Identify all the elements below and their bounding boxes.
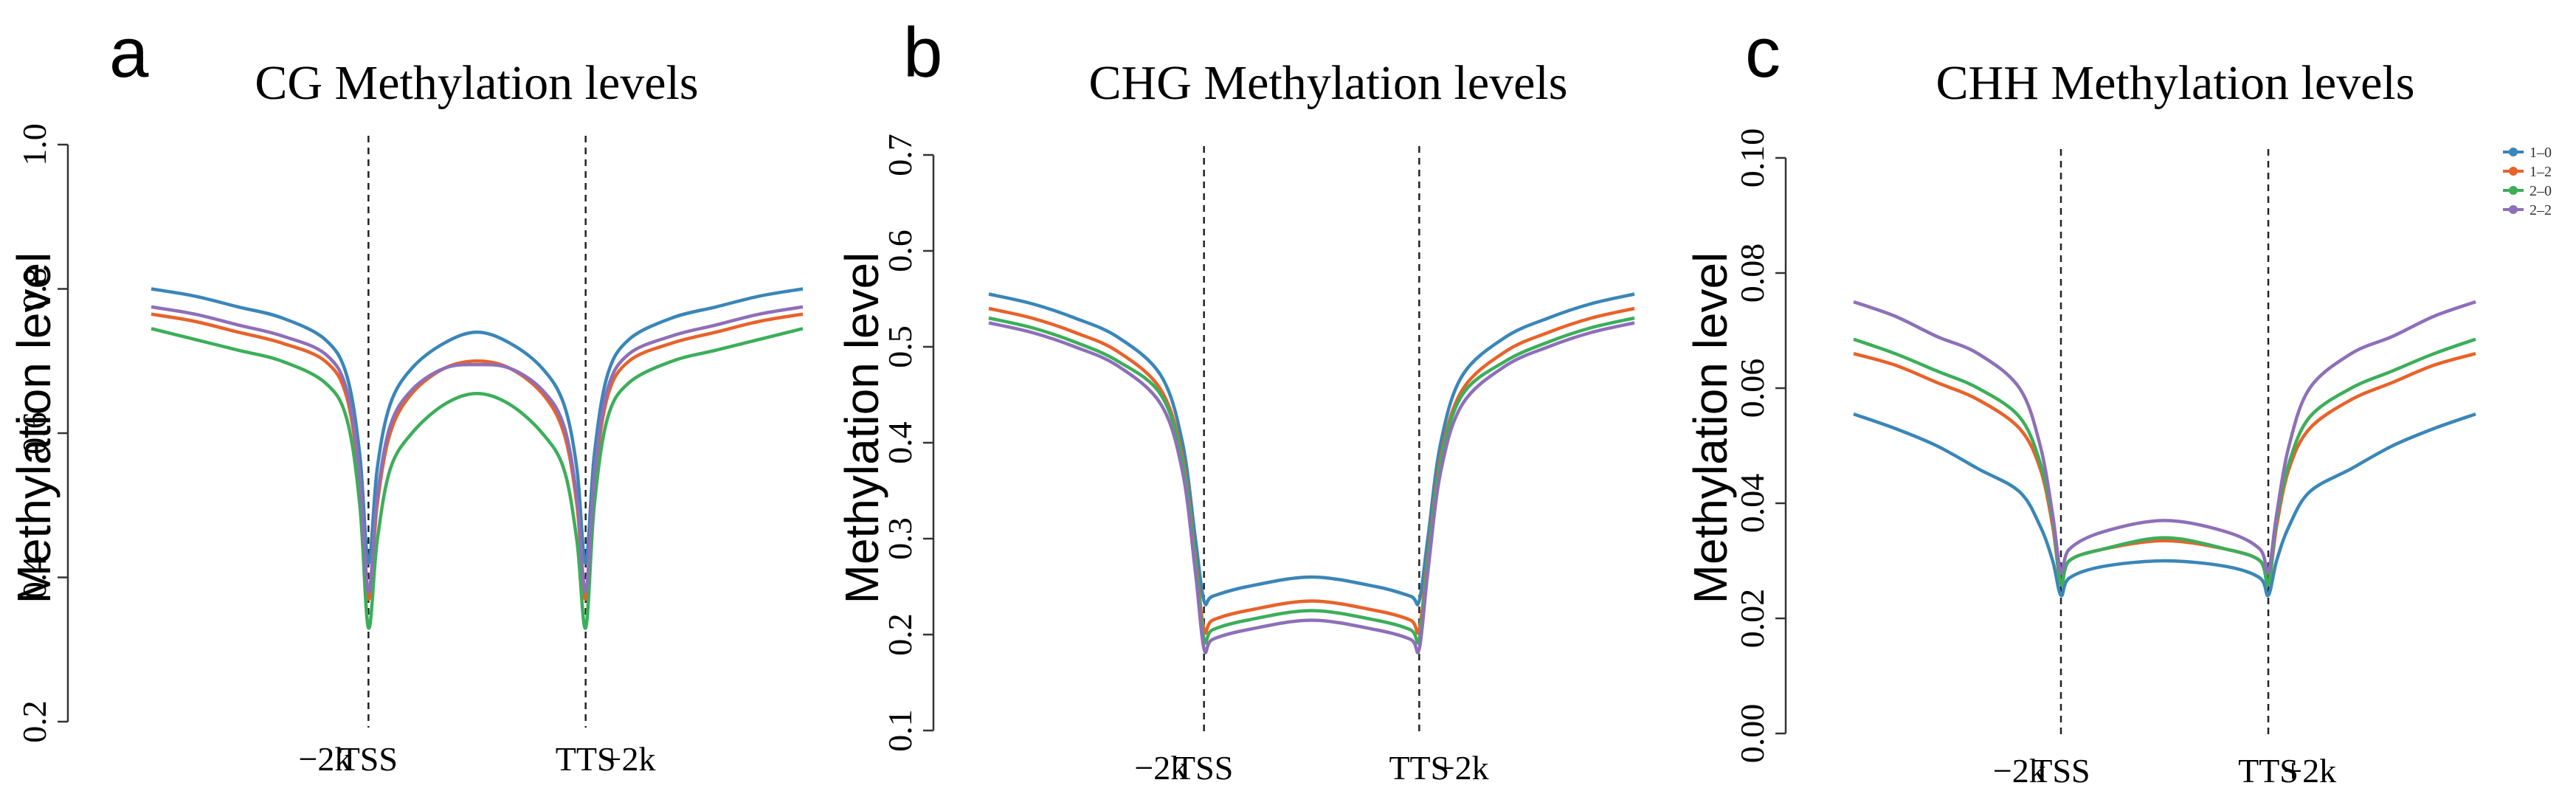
x-tick-label: TTS [1389, 749, 1449, 787]
y-axis-label-c: Methylation level [1684, 252, 1737, 604]
series-line-1-0 [1853, 412, 2476, 598]
series-group-a [151, 287, 804, 630]
chart-title-a: CG Methylation levels [255, 56, 698, 110]
legend-marker [2509, 205, 2518, 214]
y-ticks-b: 0.1 0.2 0.3 0.4 0.5 0.6 0.7 [881, 134, 933, 752]
x-tick-label: −2k [1993, 752, 2046, 790]
series-line-2-0 [988, 316, 1635, 645]
y-tick-label: 0.00 [1733, 704, 1771, 764]
panel-a: a CG Methylation levels Methylation leve… [7, 13, 804, 778]
legend-entry-label: 1–2 [2530, 164, 2552, 180]
y-tick-label: 0.08 [1733, 244, 1771, 303]
y-axis-label-b: Methylation level [835, 252, 888, 604]
y-tick-label: 0.2 [15, 700, 53, 743]
y-tick-label: 0.3 [881, 517, 919, 560]
series-line-2-2 [1853, 300, 2476, 576]
series-line-1-0 [151, 287, 804, 565]
series-line-2-2 [988, 321, 1635, 655]
legend-marker [2509, 167, 2518, 176]
y-tick-label: 0.2 [881, 613, 919, 656]
y-tick-label: 0.1 [881, 709, 919, 752]
x-tick-label: TSS [339, 740, 398, 778]
series-group-c [1853, 300, 2476, 598]
y-tick-label: 0.4 [15, 556, 53, 599]
legend: 1–0 1–2 2–0 2–2 [2503, 145, 2552, 218]
y-tick-label: 0.7 [881, 134, 919, 176]
legend-marker [2509, 148, 2518, 156]
x-tick-label: +2k [603, 740, 656, 778]
series-line-2-0 [151, 327, 804, 630]
x-tick-label: −2k [1134, 749, 1187, 787]
legend-marker [2509, 186, 2518, 195]
y-tick-label: 0.04 [1733, 474, 1771, 534]
x-tick-label: −2k [298, 740, 351, 778]
legend-entry-label: 2–2 [2530, 202, 2552, 218]
y-tick-label: 0.06 [1733, 359, 1771, 418]
y-tick-label: 0.6 [15, 412, 53, 455]
y-ticks-a: 0.2 0.4 0.6 0.8 1.0 [15, 123, 68, 743]
x-tick-label: +2k [1436, 749, 1489, 787]
reference-lines-b [1203, 146, 1420, 736]
y-tick-label: 1.0 [15, 123, 53, 166]
x-tick-label: TSS [1175, 749, 1233, 787]
y-tick-label: 0.02 [1733, 589, 1771, 649]
reference-lines-c [2059, 149, 2270, 739]
series-line-2-2 [151, 305, 804, 594]
panel-c: c CHH Methylation levels Methylation lev… [1684, 13, 2552, 790]
legend-entry-label: 1–0 [2530, 145, 2552, 161]
y-tick-label: 0.8 [15, 268, 53, 311]
x-tick-label: TTS [556, 740, 616, 778]
x-tick-label: TTS [2238, 752, 2299, 790]
panel-b: b CHG Methylation levels Methylation lev… [835, 13, 1635, 787]
y-tick-label: 0.10 [1733, 128, 1771, 188]
series-line-2-0 [1853, 337, 2476, 587]
chart-title-c: CHH Methylation levels [1936, 56, 2415, 110]
series-group-b [988, 292, 1635, 655]
legend-entry-label: 2–0 [2530, 183, 2552, 199]
panel-label-a: a [109, 13, 149, 92]
y-tick-label: 0.6 [881, 229, 919, 272]
y-axis-label-a: Methylation level [7, 252, 61, 604]
panel-label-b: b [903, 13, 942, 92]
y-ticks-c: 0.00 0.02 0.04 0.06 0.08 0.10 [1733, 128, 1786, 764]
x-tick-label: TSS [2031, 752, 2090, 790]
series-line-1-2 [151, 312, 804, 601]
series-line-1-0 [988, 292, 1635, 607]
y-tick-label: 0.5 [881, 325, 919, 368]
x-tick-label: +2k [2283, 752, 2336, 790]
reference-lines-a [367, 136, 587, 728]
series-line-1-2 [988, 306, 1635, 635]
series-line-1-2 [1853, 352, 2476, 587]
y-tick-label: 0.4 [881, 421, 919, 464]
panel-label-c: c [1745, 13, 1781, 92]
chart-title-b: CHG Methylation levels [1089, 56, 1568, 110]
